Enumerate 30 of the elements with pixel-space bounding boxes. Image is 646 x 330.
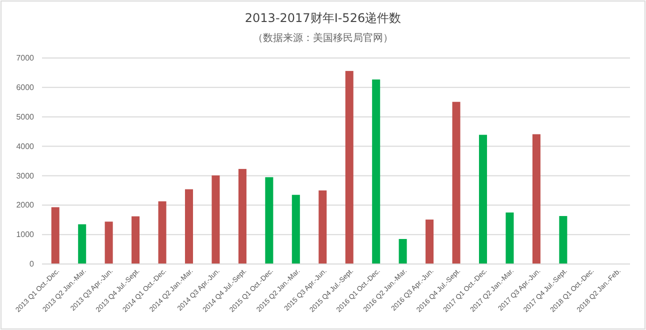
bar: [506, 212, 514, 264]
bar: [345, 70, 354, 264]
bar: [212, 175, 220, 264]
bar: [292, 194, 300, 264]
bar: [372, 79, 380, 264]
bar: [265, 177, 274, 264]
chart-title: 2013-2017财年I-526递件数: [244, 11, 402, 25]
y-tick-label: 6000: [16, 82, 35, 92]
bar: [318, 190, 327, 264]
bar: [559, 216, 568, 264]
y-tick-label: 2000: [16, 200, 35, 210]
bar: [51, 207, 60, 264]
bar: [184, 189, 194, 264]
y-tick-label: 4000: [16, 142, 35, 151]
bar: [132, 216, 140, 264]
y-tick-label: 7000: [16, 54, 35, 63]
bar: [238, 168, 246, 264]
chart-subtitle: （数据来源：美国移民局官网）: [253, 32, 393, 44]
y-tick-label: 5000: [16, 112, 35, 122]
bar: [398, 238, 407, 264]
bar: [104, 222, 113, 264]
bar: [478, 134, 488, 264]
bar: [158, 201, 166, 264]
bar: [452, 102, 460, 264]
y-tick-label: 3000: [16, 171, 35, 180]
bar: [532, 134, 540, 264]
y-tick-label: 1000: [16, 230, 35, 240]
bar: [78, 224, 86, 264]
bar: [426, 220, 434, 264]
y-tick-label: 0: [30, 260, 35, 269]
